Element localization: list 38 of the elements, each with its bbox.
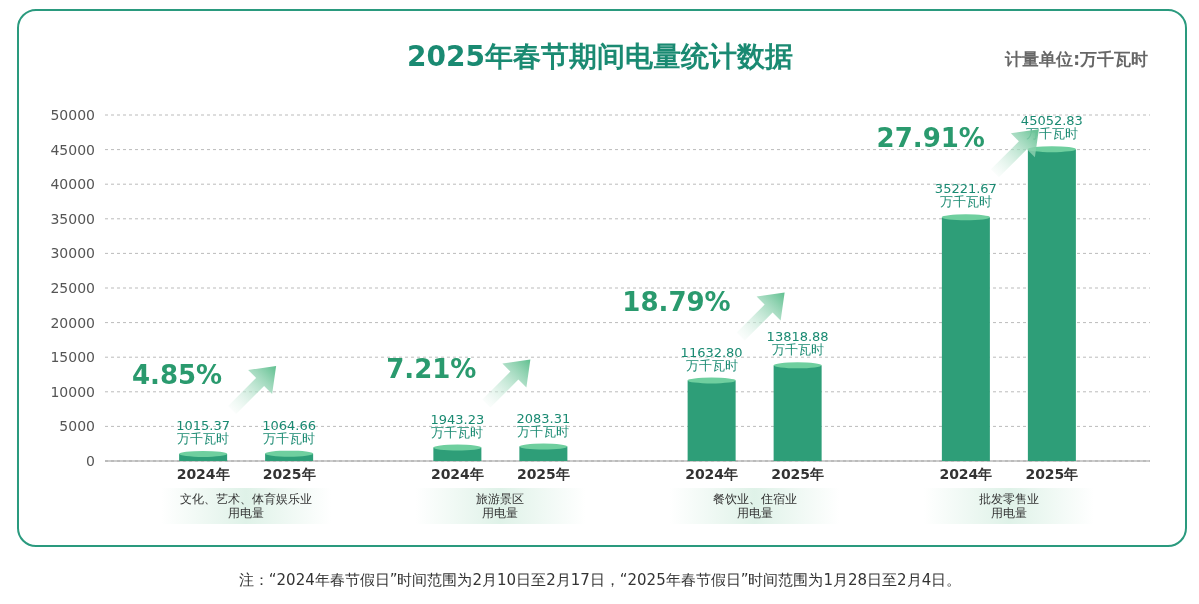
text: 2024年 [939,466,993,482]
x-tick-label: 文化、艺术、体育娱乐业用电量 [180,492,313,520]
data-label: 2083.31 万千瓦时 [516,410,571,439]
chart-title: 2025年春节期间电量统计数据 [407,40,793,73]
y-tick-label: 15000 [50,349,95,366]
annotation: 4.85% [131,359,223,390]
y-tick-label: 25000 [50,280,95,296]
x-tick-label: 批发零售业用电量 [978,492,1039,520]
data-label: 1943.23 万千瓦时 [430,411,485,440]
y-tick-label: 35000 [50,210,95,227]
data-label: 1015.37 万千瓦时 [176,417,231,446]
y-tick-label: 40000 [50,176,95,193]
x-tick-label: 旅游景区用电量 [476,492,525,520]
y-tick-label: 45000 [50,141,95,158]
series-label: 2025年 [1025,466,1079,482]
y-tick-label: 20000 [50,314,95,331]
y-tick-label: 0 [86,453,95,469]
annotation: 27.91% [876,123,985,154]
text: 2024年 [685,466,739,482]
data-label: 1064.66 万千瓦时 [262,417,317,446]
y-tick-label: 10000 [50,383,95,400]
data-label: 11632.80 万千瓦时 [680,344,743,373]
x-tick-label: 餐饮业、住宿业用电量 [712,492,797,520]
y-tick-label: 50000 [50,107,95,123]
text: 2025年 [262,466,316,482]
y-tick-label: 30000 [50,245,95,262]
text: 2025年 [516,466,570,482]
data-label: 45052.83 万千瓦时 [1020,113,1083,142]
text: 2024年 [430,466,484,482]
y-tick-label: 5000 [59,418,95,435]
chart-subtitle: 计量单位:万千瓦时 [1004,49,1148,69]
data-label: 35221.67 万千瓦时 [934,181,997,210]
data-label: 13818.88 万千瓦时 [766,329,829,358]
annotation: 18.79% [622,286,731,317]
text: 注：“2024年春节假日”时间范围为2月10日至2月17日，“2025年春节假日”时间范围为1月28日至2月4日。 [238,571,962,589]
text: 2025年 [771,466,825,482]
series-label: 2024年 [176,466,230,482]
annotation: 7.21% [386,353,477,384]
